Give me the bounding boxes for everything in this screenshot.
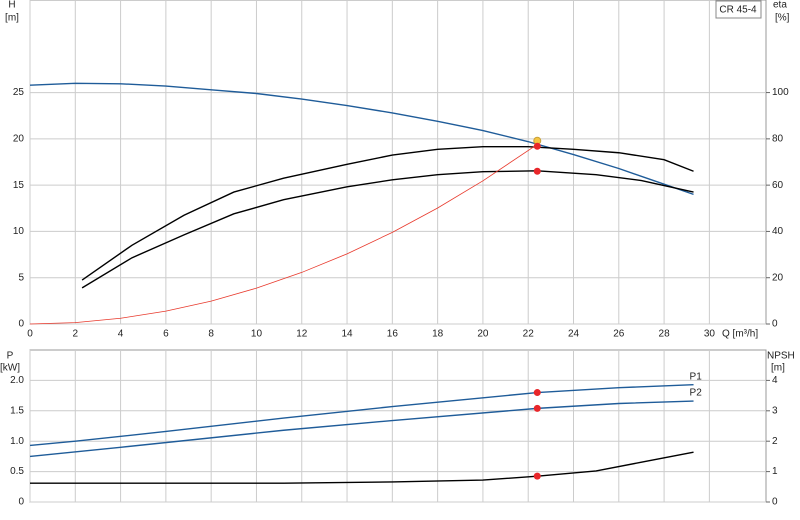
y-tick-label: 5 [18, 272, 24, 283]
x-tick-label: 6 [163, 329, 169, 340]
curve [29, 400, 694, 458]
y-tick-label: 2.0 [10, 375, 24, 386]
y2-tick-label: 20 [772, 272, 784, 283]
operating-point [533, 404, 541, 412]
x-tick-label: 26 [613, 329, 625, 340]
y2-tick-label: 0 [772, 319, 778, 330]
curve [29, 82, 694, 196]
x-tick-label: 30 [704, 329, 716, 340]
y-tick-label: 15 [13, 180, 25, 191]
plot-frame [29, 349, 767, 503]
y2-tick-label: 40 [772, 226, 784, 237]
y2-tick-label: 1 [772, 466, 778, 477]
chart-title: CR 45-4 [719, 5, 757, 16]
operating-point [533, 142, 541, 150]
y2-axis-label: eta [773, 0, 787, 11]
x-tick-label: 24 [568, 329, 580, 340]
title-box [715, 0, 762, 19]
series-label: P1 [690, 371, 703, 382]
y-axis-unit: [m] [5, 13, 19, 24]
curve [30, 451, 694, 484]
y2-tick-label: 100 [772, 87, 789, 98]
y2-tick-label: 0 [772, 497, 778, 508]
x-tick-label: 22 [523, 329, 535, 340]
x-tick-label: 10 [251, 329, 263, 340]
y-tick-label: 1.5 [10, 405, 24, 416]
y-tick-label: 25 [13, 87, 25, 98]
x-tick-label: 8 [208, 329, 214, 340]
operating-point [533, 167, 541, 175]
series-label: P2 [690, 388, 703, 399]
curve [81, 170, 694, 289]
x-tick-label: 4 [118, 329, 124, 340]
y2-axis-unit: [m] [771, 363, 785, 374]
x-tick-label: 18 [432, 329, 444, 340]
curve [81, 146, 694, 281]
y-tick-label: 0.5 [10, 466, 24, 477]
x-tick-label: 12 [296, 329, 308, 340]
y-tick-label: 20 [13, 133, 25, 144]
y2-tick-label: 80 [772, 133, 784, 144]
x-tick-label: 2 [73, 329, 79, 340]
operating-point [533, 389, 541, 397]
y-tick-label: 10 [13, 226, 25, 237]
x-tick-label: 0 [27, 329, 33, 340]
y2-tick-label: 3 [772, 405, 778, 416]
y-axis-label: P [7, 351, 14, 362]
x-tick-label: 16 [387, 329, 399, 340]
y-axis-label: H [8, 0, 15, 11]
curve [29, 144, 538, 325]
operating-point [533, 472, 541, 480]
y-tick-label: 1.0 [10, 436, 24, 447]
y-tick-label: 0 [18, 319, 24, 330]
x-tick-label: 28 [659, 329, 671, 340]
y-tick-label: 0 [18, 497, 24, 508]
y2-tick-label: 2 [772, 436, 778, 447]
curve [29, 383, 694, 447]
y2-tick-label: 4 [772, 375, 778, 386]
x-axis-label: Q [m³/h] [722, 329, 758, 340]
x-tick-label: 20 [477, 329, 489, 340]
y2-axis-unit: [%] [775, 13, 790, 24]
x-tick-label: 14 [341, 329, 353, 340]
plot-frame [29, 0, 767, 325]
y2-tick-label: 60 [772, 180, 784, 191]
y2-axis-label: NPSH [767, 351, 795, 362]
y-axis-unit: [kW] [0, 363, 20, 374]
